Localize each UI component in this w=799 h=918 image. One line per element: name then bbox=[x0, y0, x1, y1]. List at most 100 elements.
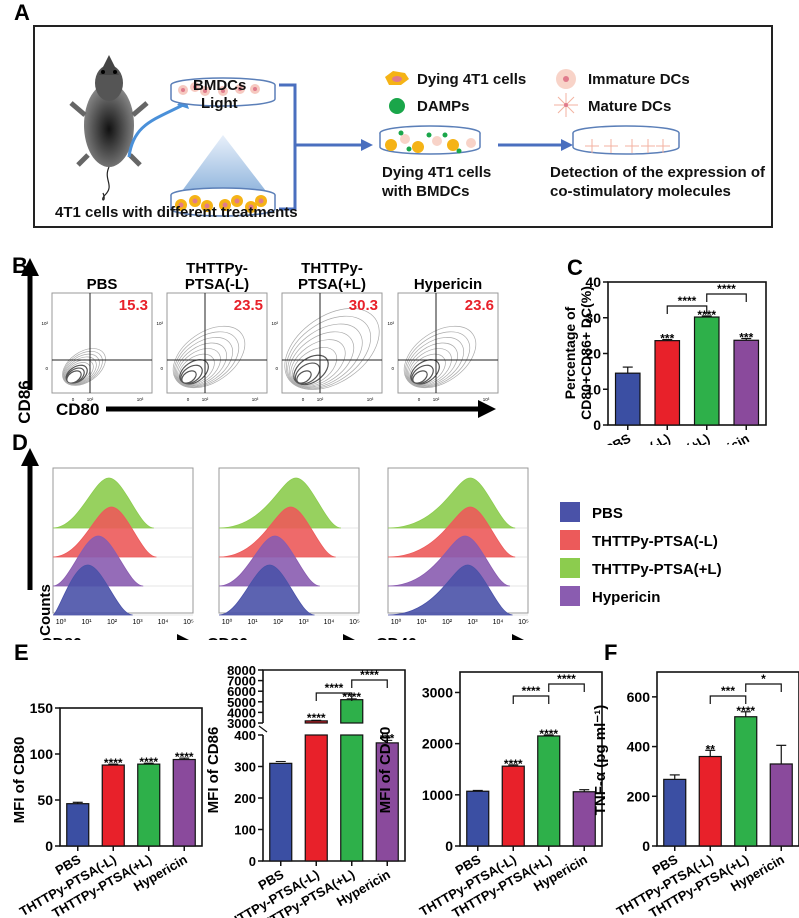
y-tick-label: 3000 bbox=[422, 684, 453, 700]
arrowhead-icon bbox=[21, 448, 39, 466]
histogram-Hypericin bbox=[52, 535, 144, 587]
plot-title: PTSA(+L) bbox=[298, 276, 366, 293]
arrowhead-icon bbox=[343, 634, 355, 640]
x-tick: 10³ bbox=[137, 397, 144, 402]
y-tick: 0 bbox=[391, 366, 394, 371]
x-tick-label: 10⁰ bbox=[222, 618, 233, 626]
histogram-CD86: 10⁰ 10¹ 10² 10³ 10⁴ 10⁵ CD86 bbox=[207, 467, 360, 640]
plot-frame bbox=[59, 707, 203, 847]
significance-label: **** bbox=[504, 757, 523, 771]
bracket-label: **** bbox=[678, 294, 697, 308]
y-tick-label: 400 bbox=[627, 739, 651, 755]
y-tick-label: 20 bbox=[585, 346, 601, 362]
y-axis-label: MFI of CD86 bbox=[205, 727, 222, 814]
contour-line bbox=[290, 339, 346, 387]
y-tick-label: 6000 bbox=[227, 684, 256, 699]
x-tick: 10² bbox=[317, 397, 324, 402]
significance-label: **** bbox=[539, 727, 558, 741]
y-tick-label: 200 bbox=[234, 791, 256, 806]
histogram-THTTPy-PTSA(-L) bbox=[218, 506, 336, 558]
x-tick-label: 10³ bbox=[467, 619, 478, 626]
x-tick: 10² bbox=[87, 397, 94, 402]
4t1-dish-icon bbox=[170, 187, 276, 217]
x-tick-label: 10⁴ bbox=[158, 619, 169, 626]
y-axis-label: MFI of CD80 bbox=[11, 737, 28, 824]
legend-damps-label: DAMPs bbox=[417, 98, 470, 115]
bar-THTTPy-PTSA(-L) bbox=[501, 765, 525, 847]
histogram-THTTPy-PTSA(+L) bbox=[52, 477, 154, 529]
mouse-icon bbox=[69, 55, 149, 201]
contour-line bbox=[296, 370, 312, 384]
panel-label-f: F bbox=[604, 640, 618, 665]
contour-line bbox=[176, 342, 227, 387]
contour-line bbox=[178, 353, 215, 386]
plot-frame bbox=[459, 671, 603, 847]
y-tick: 10³ bbox=[271, 321, 278, 326]
significance-label: **** bbox=[697, 308, 716, 322]
x-tick: 0 bbox=[187, 397, 190, 402]
detection-dish-icon bbox=[572, 125, 680, 155]
y-axis-label: CD86 bbox=[15, 380, 34, 423]
contour-line bbox=[284, 308, 380, 390]
x-tick: 10³ bbox=[483, 397, 490, 402]
contour-plot-1: THTTPy-PTSA(-L) 23.5 0 10² 10³ 0 10³ bbox=[156, 260, 268, 402]
significance-label: **** bbox=[307, 711, 326, 725]
contour-line bbox=[294, 362, 321, 385]
y-tick-label: 0 bbox=[445, 838, 453, 854]
plot-frame bbox=[166, 292, 268, 394]
damp-icon bbox=[389, 98, 405, 114]
panel-label-a: A bbox=[14, 0, 30, 25]
panel-label-e: E bbox=[14, 640, 29, 665]
bar-THTTPy-PTSA(+L) bbox=[693, 316, 720, 426]
legend-immature-label: Immature DCs bbox=[588, 71, 690, 88]
histogram-CD80: 10⁰ 10¹ 10² 10³ 10⁴ 10⁵ CD80 bbox=[41, 467, 194, 640]
histogram-PBS bbox=[218, 564, 315, 616]
detection-caption-1: Detection of the expression of bbox=[550, 164, 766, 181]
x-tick-label: 10⁵ bbox=[349, 619, 360, 626]
bar-Hypericin bbox=[769, 763, 793, 847]
arrowhead-icon bbox=[177, 634, 189, 640]
significance-label: **** bbox=[139, 755, 158, 769]
significance-bracket bbox=[666, 305, 708, 314]
y-tick-label: 7000 bbox=[227, 674, 256, 689]
y-tick: 10³ bbox=[41, 321, 48, 326]
chart-F: 0200400600PBS**THTTPy-PTSA(-L)****THTTPy… bbox=[614, 671, 799, 918]
arrowhead-icon bbox=[21, 258, 39, 276]
significance-bracket bbox=[351, 679, 388, 688]
axis-break-icon bbox=[258, 725, 268, 733]
y-tick-label: 200 bbox=[627, 788, 651, 804]
y-tick-label: 100 bbox=[30, 746, 54, 762]
x-tick-label: 10⁴ bbox=[324, 619, 335, 626]
x-tick: 10² bbox=[433, 397, 440, 402]
curved-arrow-icon bbox=[127, 103, 184, 158]
legend-swatch bbox=[560, 586, 580, 606]
contour-plot-2: THTTPy-PTSA(+L) 30.3 0 10² 10³ 0 10³ bbox=[271, 260, 383, 402]
x-tick-label: 10³ bbox=[298, 619, 309, 626]
x-tick: 0 bbox=[72, 397, 75, 402]
x-tick: 10² bbox=[202, 397, 209, 402]
y-axis-label-2: CD80+CD86+ DC(%) bbox=[578, 286, 594, 420]
bar-Hypericin bbox=[172, 758, 196, 847]
plot-title: PTSA(-L) bbox=[185, 276, 249, 293]
y-tick-label: 8000 bbox=[227, 663, 256, 678]
histogram-Hypericin bbox=[218, 535, 320, 587]
bar-Hypericin bbox=[733, 339, 760, 426]
y-axis-label: TNF-α (pg ml⁻¹) bbox=[592, 705, 609, 815]
y-tick-label: 400 bbox=[234, 728, 256, 743]
significance-bracket bbox=[512, 695, 550, 704]
plot-frame bbox=[262, 669, 406, 862]
y-tick-label: 3000 bbox=[227, 716, 256, 731]
contour-line bbox=[287, 323, 363, 389]
significance-label: **** bbox=[736, 704, 755, 718]
schematic-drawing bbox=[69, 55, 680, 217]
x-tick-label: 10¹ bbox=[247, 619, 258, 626]
contour-line bbox=[406, 337, 464, 387]
bracket-label: *** bbox=[721, 684, 735, 698]
x-tick: 0 bbox=[418, 397, 421, 402]
chart-E1: 050100150PBS****THTTPy-PTSA(-L)****THTTP… bbox=[17, 700, 203, 918]
y-tick-label: 30 bbox=[585, 310, 601, 326]
arrowhead-icon bbox=[478, 400, 496, 418]
histogram-THTTPy-PTSA(-L) bbox=[52, 506, 157, 558]
bracket-arrow-icon bbox=[279, 83, 363, 211]
